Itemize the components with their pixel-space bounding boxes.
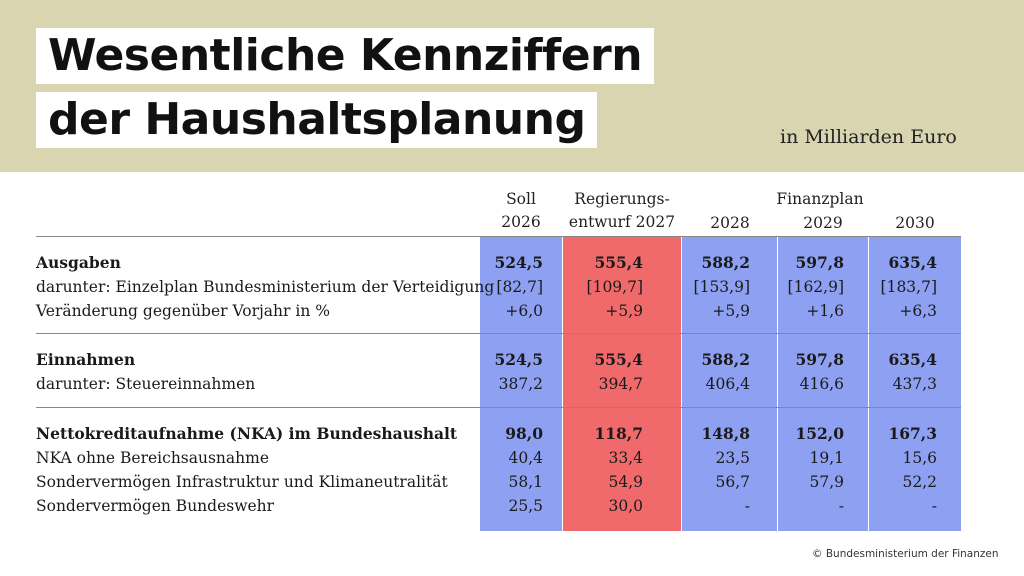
table-cell: +6,3 bbox=[899, 302, 937, 320]
header-soll-line2: 2026 bbox=[501, 213, 541, 231]
table-cell: [153,9] bbox=[693, 278, 750, 296]
table-cell: 437,3 bbox=[892, 375, 937, 393]
table-cell: 54,9 bbox=[608, 473, 643, 491]
table-cell: 57,9 bbox=[809, 473, 844, 491]
table-cell: +1,6 bbox=[806, 302, 844, 320]
table-cell: 597,8 bbox=[795, 253, 844, 272]
table-cell: [109,7] bbox=[586, 278, 643, 296]
table-cell: 98,0 bbox=[505, 424, 543, 443]
table-cell: 524,5 bbox=[494, 253, 543, 272]
header-2028: 2028 bbox=[710, 214, 750, 232]
row-label-nka-ohne: NKA ohne Bereichsausnahme bbox=[36, 449, 270, 467]
header-soll-line1: Soll bbox=[506, 190, 536, 208]
table-cell: 394,7 bbox=[598, 375, 643, 393]
table-cell: 597,8 bbox=[795, 350, 844, 369]
header-divider bbox=[36, 236, 961, 237]
table-cell: [183,7] bbox=[880, 278, 937, 296]
header-soll: Soll 2026 bbox=[490, 188, 552, 234]
header-entwurf-line2: entwurf 2027 bbox=[568, 213, 676, 231]
table-cell: 58,1 bbox=[508, 473, 543, 491]
table-cell: 15,6 bbox=[902, 449, 937, 467]
table-cell: 40,4 bbox=[508, 449, 543, 467]
table-cell: 524,5 bbox=[494, 350, 543, 369]
column-2028 bbox=[682, 237, 777, 531]
table-cell: 23,5 bbox=[715, 449, 750, 467]
header-entwurf-line1: Regierungs- bbox=[574, 190, 670, 208]
row-label-bundeswehr: Sondervermögen Bundeswehr bbox=[36, 497, 275, 515]
row-label-ausgaben: Ausgaben bbox=[36, 253, 121, 272]
table-cell: +6,0 bbox=[505, 302, 543, 320]
table-cell: 118,7 bbox=[594, 424, 643, 443]
table-cell: 167,3 bbox=[888, 424, 937, 443]
column-2029 bbox=[778, 237, 868, 531]
row-label-verteidigung: darunter: Einzelplan Bundesministerium d… bbox=[36, 278, 495, 296]
table-cell: 635,4 bbox=[888, 253, 937, 272]
table-cell: - bbox=[744, 497, 750, 515]
table-cell: 56,7 bbox=[715, 473, 750, 491]
table-cell: - bbox=[931, 497, 937, 515]
table-cell: 25,5 bbox=[508, 497, 543, 515]
page-title-line-2: der Haushaltsplanung bbox=[36, 92, 598, 148]
table-cell: 588,2 bbox=[701, 350, 750, 369]
row-label-infrastruktur: Sondervermögen Infrastruktur und Klimane… bbox=[36, 473, 448, 491]
header-finanzplan: Finanzplan bbox=[776, 190, 864, 208]
table-cell: 152,0 bbox=[795, 424, 844, 443]
table-cell: +5,9 bbox=[605, 302, 643, 320]
column-soll-2026 bbox=[480, 237, 562, 531]
section-divider-1 bbox=[36, 333, 961, 334]
unit-note: in Milliarden Euro bbox=[780, 126, 957, 148]
header-entwurf: Regierungs- entwurf 2027 bbox=[563, 188, 681, 234]
table-cell: - bbox=[838, 497, 844, 515]
page-title-line-1: Wesentliche Kennziffern bbox=[36, 28, 655, 84]
table-cell: [162,9] bbox=[787, 278, 844, 296]
table-cell: +5,9 bbox=[712, 302, 750, 320]
table-cell: 30,0 bbox=[608, 497, 643, 515]
table-cell: 406,4 bbox=[705, 375, 750, 393]
table-cell: 416,6 bbox=[799, 375, 844, 393]
header-2029: 2029 bbox=[803, 214, 843, 232]
table-cell: 555,4 bbox=[594, 350, 643, 369]
table-cell: 387,2 bbox=[498, 375, 543, 393]
row-label-einnahmen: Einnahmen bbox=[36, 350, 136, 369]
row-label-steuereinnahmen: darunter: Steuereinnahmen bbox=[36, 375, 256, 393]
table-cell: 588,2 bbox=[701, 253, 750, 272]
section-divider-2 bbox=[36, 407, 961, 408]
table-cell: 635,4 bbox=[888, 350, 937, 369]
table-cell: 33,4 bbox=[608, 449, 643, 467]
table-cell: [82,7] bbox=[496, 278, 543, 296]
column-2030 bbox=[869, 237, 961, 531]
header-2030: 2030 bbox=[895, 214, 935, 232]
row-label-veraenderung: Veränderung gegenüber Vorjahr in % bbox=[36, 302, 330, 320]
table-cell: 148,8 bbox=[701, 424, 750, 443]
column-entwurf-2027 bbox=[563, 237, 681, 531]
table-cell: 52,2 bbox=[902, 473, 937, 491]
table-cell: 19,1 bbox=[809, 449, 844, 467]
table-cell: 555,4 bbox=[594, 253, 643, 272]
copyright-note: © Bundesministerium der Finanzen bbox=[812, 548, 999, 560]
row-label-nka: Nettokreditaufnahme (NKA) im Bundeshaush… bbox=[36, 424, 458, 443]
